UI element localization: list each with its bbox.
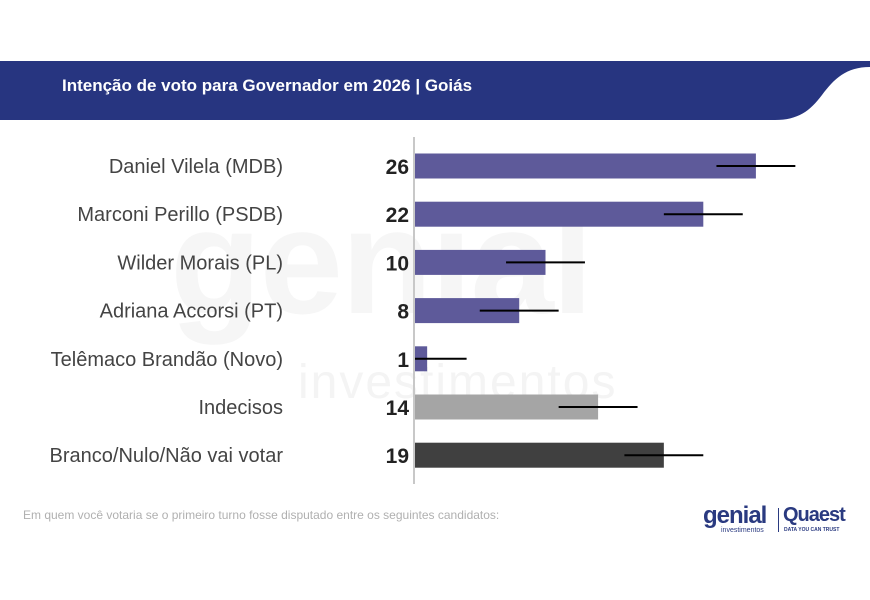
bar [414,153,756,179]
quaest-logo: Quaest DATA YOU CAN TRUST [783,504,853,536]
value-label: 22 [386,204,409,227]
value-label: 19 [386,445,409,468]
category-label: Adriana Accorsi (PT) [100,301,283,323]
category-label: Daniel Vilela (MDB) [109,156,283,178]
quaest-logo-sub: DATA YOU CAN TRUST [784,527,840,533]
category-label: Indecisos [199,397,284,419]
value-label: 26 [386,156,409,179]
value-label: 8 [397,301,409,324]
value-label: 10 [386,252,409,275]
genial-logo-text: genial [703,502,767,529]
header-band-shape [0,61,870,120]
category-label: Marconi Perillo (PSDB) [77,204,283,226]
category-label: Wilder Morais (PL) [117,252,283,274]
bar [414,201,704,227]
value-label: 1 [397,349,409,372]
quaest-logo-text: Quaest [783,504,846,526]
chart-title: Intenção de voto para Governador em 2026… [62,76,473,95]
footnote: Em quem você votaria se o primeiro turno… [23,508,500,522]
category-label: Branco/Nulo/Não vai votar [50,445,284,467]
bar [414,442,664,468]
category-label: Telêmaco Brandão (Novo) [51,349,283,371]
genial-logo: genial investimentos [703,502,775,536]
value-label: 14 [386,397,410,420]
header-band [0,61,870,120]
logo-divider [778,508,779,532]
genial-logo-sub: investimentos [721,527,764,534]
